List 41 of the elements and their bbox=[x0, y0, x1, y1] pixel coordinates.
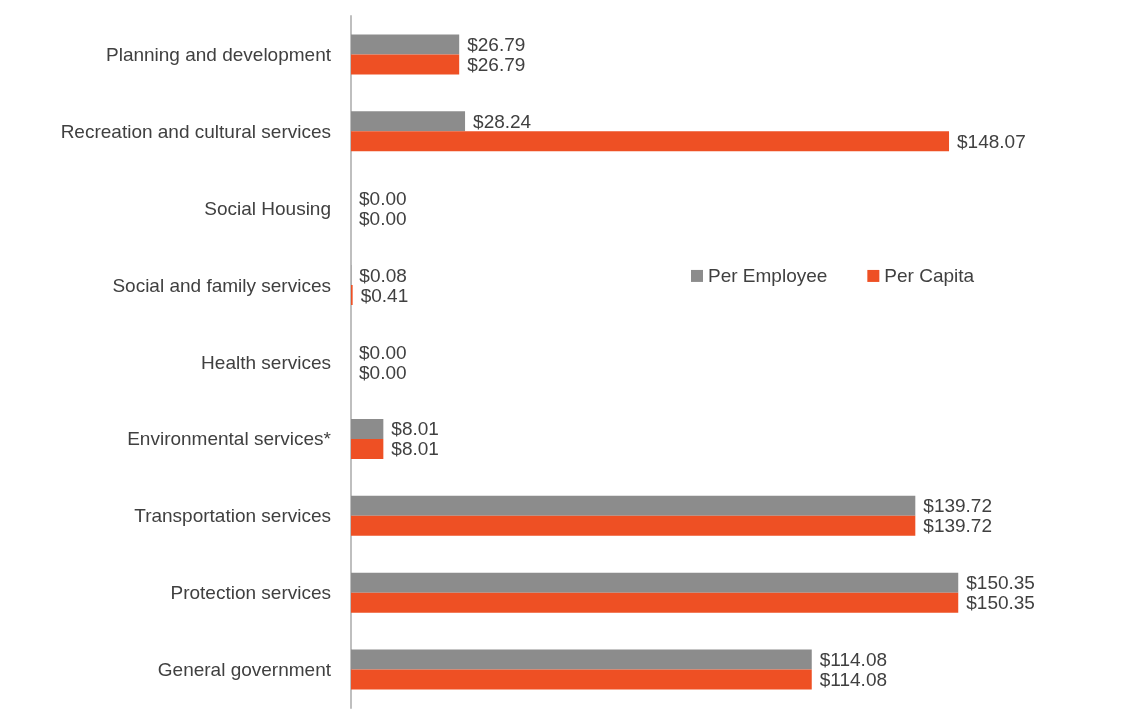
y-tick-label: Social Housing bbox=[204, 197, 331, 219]
y-tick-label: Planning and development bbox=[105, 43, 332, 65]
bar bbox=[351, 515, 916, 536]
y-tick-label: Environmental services* bbox=[127, 428, 332, 450]
bar bbox=[351, 572, 959, 593]
bar bbox=[351, 438, 384, 459]
bar bbox=[351, 111, 466, 132]
data-label: $26.79 bbox=[467, 33, 526, 55]
data-label: $139.72 bbox=[923, 495, 992, 517]
bar bbox=[351, 495, 916, 516]
data-label: $148.07 bbox=[957, 130, 1026, 152]
bar bbox=[351, 649, 812, 670]
bar bbox=[351, 418, 384, 439]
bar bbox=[351, 131, 950, 152]
data-label: $0.00 bbox=[359, 187, 407, 209]
bar bbox=[351, 669, 812, 690]
y-tick-label: Social and family services bbox=[112, 274, 331, 296]
y-tick-label: General government bbox=[157, 659, 332, 681]
legend-label: Per Capita bbox=[884, 265, 975, 287]
data-label: $26.79 bbox=[467, 53, 526, 75]
data-label: $150.35 bbox=[966, 592, 1035, 614]
y-tick-label: Transportation services bbox=[134, 505, 331, 527]
data-label: $114.08 bbox=[819, 669, 888, 691]
bar bbox=[351, 592, 959, 613]
data-label: $0.41 bbox=[360, 284, 409, 306]
data-label: $28.24 bbox=[473, 110, 532, 132]
data-label: $139.72 bbox=[923, 515, 992, 537]
y-tick-label: Recreation and cultural services bbox=[60, 120, 331, 142]
y-tick-label: Health services bbox=[201, 351, 331, 373]
data-label: $8.01 bbox=[391, 418, 439, 440]
data-label: $0.00 bbox=[359, 341, 407, 363]
y-tick-label: Protection services bbox=[170, 582, 331, 604]
legend-label: Per Employee bbox=[708, 265, 828, 287]
bar bbox=[351, 54, 460, 75]
data-label: $0.00 bbox=[359, 207, 407, 229]
data-label: $0.00 bbox=[359, 361, 407, 383]
data-label: $114.08 bbox=[819, 649, 888, 671]
bar bbox=[351, 34, 460, 55]
data-label: $150.35 bbox=[966, 572, 1035, 594]
data-label: $0.08 bbox=[359, 264, 407, 286]
data-label: $8.01 bbox=[391, 438, 439, 460]
